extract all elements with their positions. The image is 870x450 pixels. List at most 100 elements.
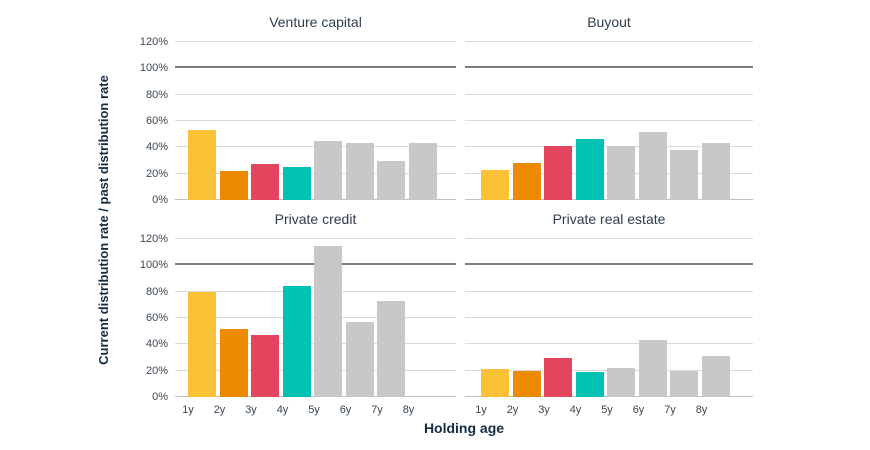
gridline-60pct bbox=[465, 120, 753, 121]
y-axis-title: Current distribution rate / past distrib… bbox=[96, 75, 111, 365]
x-tick-7y: 7y bbox=[664, 400, 702, 416]
bar-slot-8y bbox=[701, 239, 734, 397]
bar-slot-6y bbox=[638, 42, 671, 200]
bar-slot-1y bbox=[481, 239, 513, 397]
x-tick-6y: 6y bbox=[340, 400, 378, 416]
bar-private-credit-7y bbox=[377, 300, 405, 397]
gridline-60pct bbox=[175, 120, 456, 121]
y-tick-label-20pct: 20% bbox=[145, 364, 168, 377]
bar-private-credit-3y bbox=[251, 335, 279, 397]
bar-slot-8y bbox=[409, 239, 441, 397]
bar-buyout-2y bbox=[512, 163, 541, 200]
gridline-120pct bbox=[465, 238, 753, 239]
y-axis-ticks-bottom-row: 0% 20% 40% 60% 80% 100% 120% bbox=[128, 233, 168, 403]
x-tick-label-7y: 7y bbox=[371, 404, 383, 416]
reference-gridline-100pct bbox=[175, 66, 456, 69]
bar-slot-2y bbox=[219, 42, 252, 200]
x-tick-label-7y: 7y bbox=[664, 404, 676, 416]
reference-gridline-100pct bbox=[465, 66, 753, 69]
bar-venture-capital-5y bbox=[314, 140, 342, 200]
x-tick-1y: 1y bbox=[182, 400, 220, 416]
bar-private-real-estate-8y bbox=[701, 356, 730, 397]
bar-slot-6y bbox=[638, 239, 671, 397]
panel-title-venture-capital: Venture capital bbox=[269, 14, 362, 30]
bar-buyout-4y bbox=[575, 139, 604, 200]
x-tick-4y: 4y bbox=[570, 400, 608, 416]
x-tick-4y: 4y bbox=[277, 400, 315, 416]
x-tick-8y: 8y bbox=[403, 400, 441, 416]
panel-buyout bbox=[465, 41, 753, 200]
bar-slot-8y bbox=[408, 42, 441, 200]
x-axis-ticks-left: 1y 2y 3y 4y 5y 6y 7y 8y bbox=[182, 400, 441, 416]
bar-private-credit-4y bbox=[282, 286, 311, 397]
bar-buyout-1y bbox=[481, 169, 509, 200]
x-tick-label-2y: 2y bbox=[213, 404, 226, 416]
panel-title-buyout: Buyout bbox=[587, 14, 631, 30]
bar-private-real-estate-7y bbox=[670, 370, 698, 397]
bar-slot-5y bbox=[314, 239, 346, 397]
bars-buyout bbox=[481, 42, 733, 200]
x-tick-label-1y: 1y bbox=[182, 404, 194, 416]
bar-slot-7y bbox=[670, 42, 702, 200]
x-tick-label-6y: 6y bbox=[339, 404, 352, 416]
x-tick-label-6y: 6y bbox=[632, 404, 645, 416]
y-tick-label-100pct: 100% bbox=[139, 259, 168, 272]
bar-buyout-7y bbox=[670, 149, 698, 200]
y-tick-label-40pct: 40% bbox=[145, 141, 168, 154]
y-tick-label-20pct: 20% bbox=[145, 167, 168, 180]
x-tick-5y: 5y bbox=[308, 400, 346, 416]
bar-buyout-8y bbox=[701, 143, 730, 200]
bar-slot-8y bbox=[701, 42, 734, 200]
x-tick-8y: 8y bbox=[696, 400, 734, 416]
bar-slot-5y bbox=[314, 42, 346, 200]
bar-private-credit-5y bbox=[314, 245, 342, 397]
x-tick-label-8y: 8y bbox=[402, 404, 415, 416]
bar-slot-2y bbox=[219, 239, 252, 397]
bars-private-credit bbox=[188, 239, 440, 397]
y-tick-label-120pct: 120% bbox=[139, 233, 168, 245]
reference-gridline-100pct bbox=[465, 263, 753, 266]
bar-slot-1y bbox=[481, 42, 513, 200]
x-tick-label-1y: 1y bbox=[475, 404, 487, 416]
bar-venture-capital-7y bbox=[377, 160, 405, 200]
panel-title-private-real-estate: Private real estate bbox=[552, 211, 666, 227]
panel-venture-capital bbox=[175, 41, 456, 200]
gridline-120pct bbox=[175, 238, 456, 239]
bar-buyout-3y bbox=[544, 146, 572, 200]
x-axis-title: Holding age bbox=[423, 420, 505, 436]
gridline-120pct bbox=[175, 41, 456, 42]
bar-slot-7y bbox=[670, 239, 702, 397]
gridline-120pct bbox=[465, 41, 753, 42]
bar-slot-7y bbox=[377, 42, 409, 200]
panel-title-private-credit: Private credit bbox=[274, 211, 357, 227]
bar-private-credit-1y bbox=[188, 291, 216, 397]
bar-slot-6y bbox=[345, 239, 378, 397]
x-tick-label-4y: 4y bbox=[276, 404, 289, 416]
bar-slot-2y bbox=[512, 239, 545, 397]
bar-private-real-estate-5y bbox=[607, 368, 635, 397]
bar-slot-1y bbox=[188, 239, 220, 397]
y-tick-label-120pct: 120% bbox=[139, 36, 168, 48]
x-tick-label-4y: 4y bbox=[569, 404, 582, 416]
bar-private-real-estate-3y bbox=[544, 357, 572, 397]
bar-slot-4y bbox=[575, 239, 608, 397]
y-axis-ticks-top-row: 0% 20% 40% 60% 80% 100% 120% bbox=[128, 36, 168, 206]
bar-venture-capital-6y bbox=[345, 143, 374, 200]
bar-buyout-6y bbox=[638, 131, 667, 200]
y-tick-label-60pct: 60% bbox=[145, 312, 168, 324]
x-tick-label-3y: 3y bbox=[538, 404, 550, 416]
bar-private-real-estate-1y bbox=[481, 369, 509, 397]
gridline-40pct bbox=[465, 343, 753, 345]
bars-private-real-estate bbox=[481, 239, 733, 397]
x-tick-3y: 3y bbox=[538, 400, 576, 416]
bar-private-real-estate-6y bbox=[638, 340, 667, 397]
bar-slot-3y bbox=[544, 239, 576, 397]
panel-private-real-estate bbox=[465, 238, 753, 397]
bar-slot-4y bbox=[282, 239, 315, 397]
x-tick-label-5y: 5y bbox=[308, 404, 320, 416]
bar-buyout-5y bbox=[607, 146, 635, 200]
bar-private-credit-2y bbox=[219, 328, 248, 397]
bar-private-credit-6y bbox=[345, 321, 374, 397]
gridline-60pct bbox=[465, 317, 753, 318]
